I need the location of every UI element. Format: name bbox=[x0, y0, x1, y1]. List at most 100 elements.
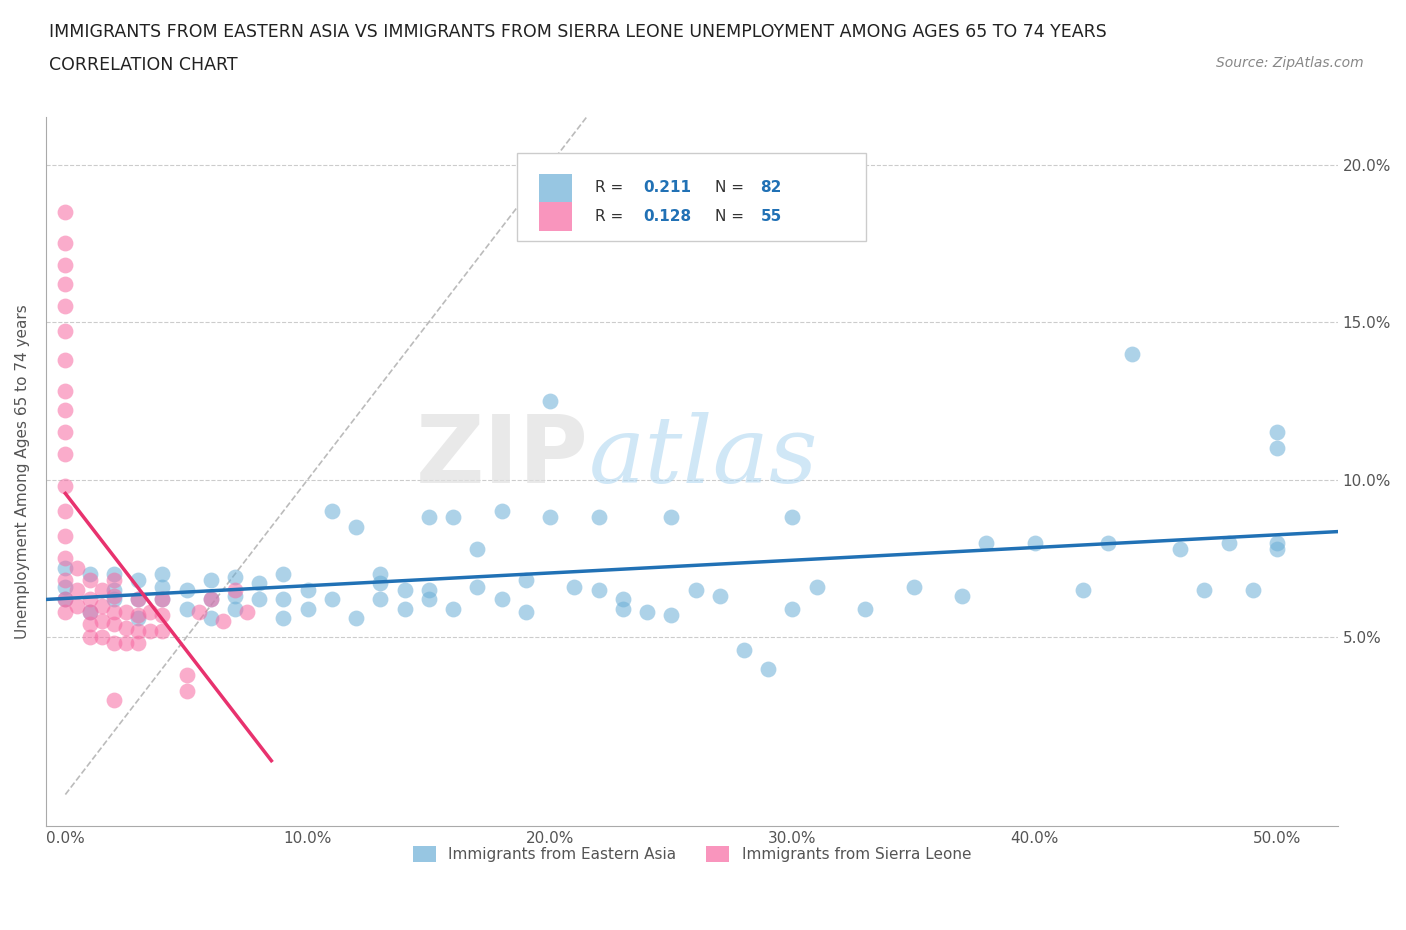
Text: ZIP: ZIP bbox=[416, 411, 589, 503]
Point bbox=[297, 601, 319, 616]
Point bbox=[103, 636, 125, 651]
Point bbox=[150, 579, 173, 594]
Point bbox=[103, 582, 125, 597]
Point bbox=[976, 535, 998, 550]
Point bbox=[853, 601, 876, 616]
Text: 82: 82 bbox=[761, 180, 782, 195]
Point bbox=[103, 604, 125, 619]
Point bbox=[273, 566, 295, 581]
Point bbox=[950, 589, 973, 604]
Point bbox=[176, 684, 198, 698]
Point bbox=[236, 604, 259, 619]
Point bbox=[1194, 582, 1216, 597]
Point bbox=[1265, 535, 1288, 550]
Point bbox=[139, 604, 162, 619]
Point bbox=[66, 582, 89, 597]
Point bbox=[321, 503, 343, 518]
Point bbox=[418, 510, 440, 525]
Point bbox=[127, 573, 149, 588]
Point bbox=[127, 623, 149, 638]
Bar bbox=[540, 174, 572, 203]
Point bbox=[200, 591, 222, 606]
Point bbox=[1265, 541, 1288, 556]
Point bbox=[139, 623, 162, 638]
Point bbox=[467, 579, 489, 594]
Point bbox=[394, 601, 416, 616]
Point bbox=[79, 591, 101, 606]
Point bbox=[79, 566, 101, 581]
Point bbox=[53, 236, 76, 251]
FancyBboxPatch shape bbox=[517, 153, 866, 241]
Point bbox=[321, 591, 343, 606]
Point bbox=[491, 591, 513, 606]
Point bbox=[515, 573, 537, 588]
Legend: Immigrants from Eastern Asia, Immigrants from Sierra Leone: Immigrants from Eastern Asia, Immigrants… bbox=[406, 840, 977, 868]
Point bbox=[224, 589, 246, 604]
Point bbox=[53, 529, 76, 544]
Point bbox=[224, 582, 246, 597]
Point bbox=[53, 299, 76, 313]
Point bbox=[782, 601, 804, 616]
Point bbox=[53, 324, 76, 339]
Point bbox=[53, 425, 76, 440]
Point bbox=[150, 566, 173, 581]
Point bbox=[103, 573, 125, 588]
Point bbox=[53, 579, 76, 594]
Point bbox=[90, 614, 112, 629]
Point bbox=[1097, 535, 1119, 550]
Point bbox=[103, 566, 125, 581]
Point bbox=[66, 560, 89, 575]
Point bbox=[903, 579, 925, 594]
Point bbox=[103, 591, 125, 606]
Point bbox=[127, 611, 149, 626]
Point bbox=[806, 579, 828, 594]
Point bbox=[224, 570, 246, 585]
Point bbox=[612, 601, 634, 616]
Point bbox=[441, 601, 464, 616]
Point bbox=[247, 591, 270, 606]
Point bbox=[150, 623, 173, 638]
Point bbox=[756, 661, 779, 676]
Point bbox=[150, 591, 173, 606]
Point bbox=[127, 591, 149, 606]
Point bbox=[115, 636, 138, 651]
Point bbox=[659, 510, 682, 525]
Text: CORRELATION CHART: CORRELATION CHART bbox=[49, 56, 238, 73]
Point bbox=[53, 604, 76, 619]
Point bbox=[1218, 535, 1240, 550]
Point bbox=[200, 591, 222, 606]
Point bbox=[636, 604, 658, 619]
Text: 55: 55 bbox=[761, 209, 782, 224]
Point bbox=[1265, 441, 1288, 456]
Point bbox=[150, 607, 173, 622]
Point bbox=[370, 591, 392, 606]
Point bbox=[176, 601, 198, 616]
Point bbox=[659, 607, 682, 622]
Point bbox=[53, 205, 76, 219]
Point bbox=[733, 643, 755, 658]
Point bbox=[187, 604, 209, 619]
Point bbox=[79, 604, 101, 619]
Point bbox=[127, 607, 149, 622]
Point bbox=[66, 598, 89, 613]
Point bbox=[297, 582, 319, 597]
Point bbox=[491, 503, 513, 518]
Point bbox=[53, 573, 76, 588]
Point bbox=[344, 611, 367, 626]
Point bbox=[127, 591, 149, 606]
Point bbox=[344, 519, 367, 534]
Text: N =: N = bbox=[716, 180, 749, 195]
Point bbox=[212, 614, 235, 629]
Point bbox=[53, 403, 76, 418]
Bar bbox=[540, 203, 572, 231]
Point bbox=[612, 591, 634, 606]
Point bbox=[515, 604, 537, 619]
Text: R =: R = bbox=[595, 209, 628, 224]
Point bbox=[53, 551, 76, 565]
Point bbox=[200, 573, 222, 588]
Point bbox=[176, 668, 198, 683]
Point bbox=[1241, 582, 1264, 597]
Point bbox=[79, 573, 101, 588]
Point bbox=[53, 277, 76, 292]
Point bbox=[1121, 346, 1143, 361]
